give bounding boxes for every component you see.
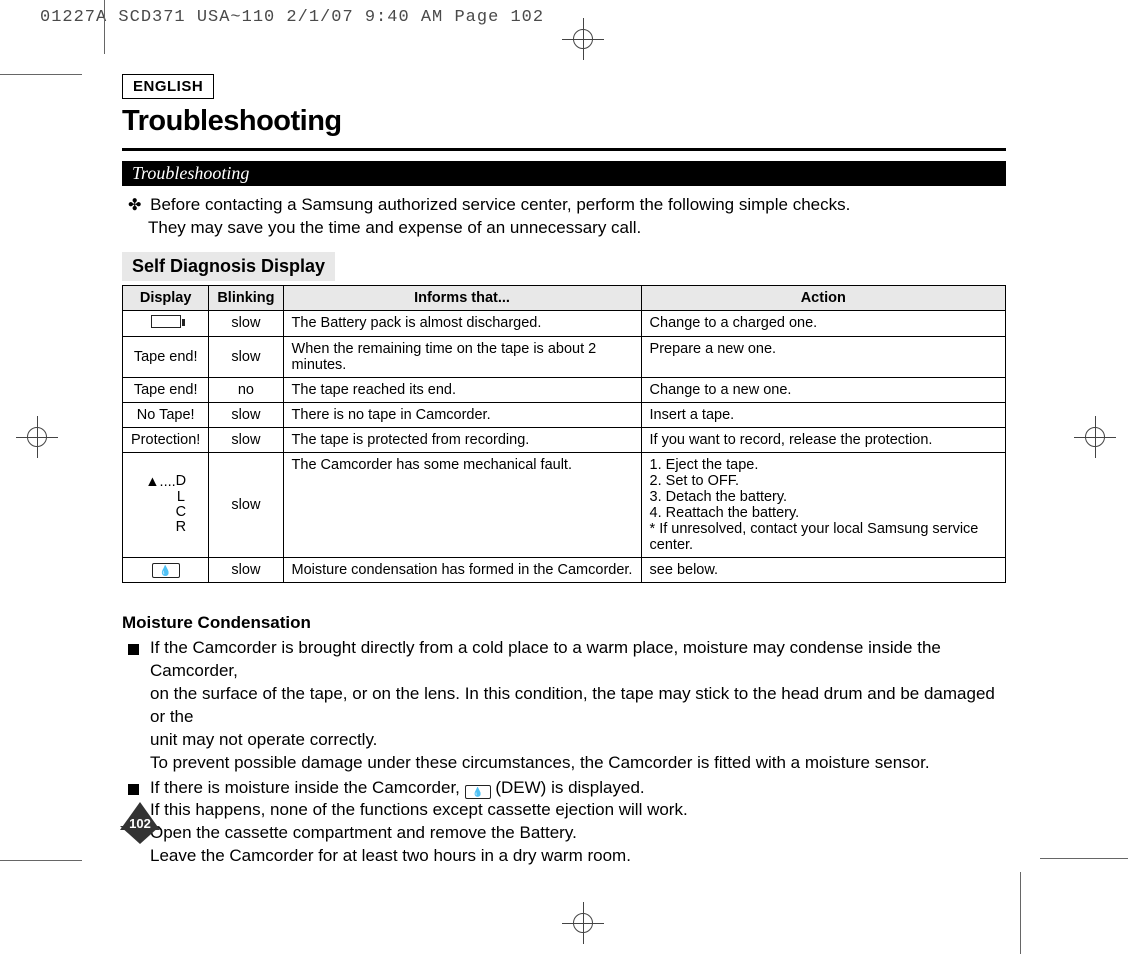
display-cell: No Tape! bbox=[123, 402, 209, 427]
action-cell: Insert a tape. bbox=[641, 402, 1005, 427]
action-cell: see below. bbox=[641, 557, 1005, 582]
table-row: slow The Battery pack is almost discharg… bbox=[123, 310, 1006, 336]
square-bullet-icon bbox=[128, 644, 139, 655]
page-number: 102 bbox=[118, 816, 162, 831]
registration-mark-top bbox=[562, 18, 604, 60]
blink-cell: slow bbox=[209, 310, 283, 336]
mc-line: on the surface of the tape, or on the le… bbox=[150, 684, 995, 726]
informs-cell: The Battery pack is almost discharged. bbox=[283, 310, 641, 336]
table-row: ▲.... D L C R slow The Camcorder has som… bbox=[123, 452, 1006, 557]
col-informs: Informs that... bbox=[283, 285, 641, 310]
mc-line: unit may not operate correctly. bbox=[150, 730, 377, 749]
dlcr-c: C bbox=[176, 505, 186, 520]
moisture-heading: Moisture Condensation bbox=[122, 613, 1012, 633]
col-display: Display bbox=[123, 285, 209, 310]
intro-text: ✤ Before contacting a Samsung authorized… bbox=[128, 194, 1012, 240]
informs-cell: The tape is protected from recording. bbox=[283, 427, 641, 452]
action-cell: 1. Eject the tape. 2. Set to OFF. 3. Det… bbox=[641, 452, 1005, 557]
blink-cell: slow bbox=[209, 336, 283, 377]
dlcr-l: L bbox=[176, 490, 186, 505]
col-blinking: Blinking bbox=[209, 285, 283, 310]
page-number-badge: 102 bbox=[118, 800, 162, 844]
crop-mark bbox=[1020, 872, 1021, 954]
section-header-bar: Troubleshooting bbox=[122, 161, 1006, 186]
informs-cell: The Camcorder has some mechanical fault. bbox=[283, 452, 641, 557]
display-cell: Tape end! bbox=[123, 377, 209, 402]
page-content: ENGLISH Troubleshooting Troubleshooting … bbox=[122, 74, 1012, 870]
informs-cell: When the remaining time on the tape is a… bbox=[283, 336, 641, 377]
table-row: Tape end! no The tape reached its end. C… bbox=[123, 377, 1006, 402]
table-subheading: Self Diagnosis Display bbox=[122, 252, 335, 281]
informs-cell: There is no tape in Camcorder. bbox=[283, 402, 641, 427]
square-bullet-icon bbox=[128, 784, 139, 795]
intro-line-1: Before contacting a Samsung authorized s… bbox=[150, 195, 850, 214]
mc-line: To prevent possible damage under these c… bbox=[150, 753, 930, 772]
mc-line: If this happens, none of the functions e… bbox=[150, 800, 688, 819]
action-cell: Change to a new one. bbox=[641, 377, 1005, 402]
crop-mark bbox=[104, 0, 105, 54]
mc-line: Open the cassette compartment and remove… bbox=[150, 823, 577, 842]
mc-line: Leave the Camcorder for at least two hou… bbox=[150, 846, 631, 865]
table-row: Protection! slow The tape is protected f… bbox=[123, 427, 1006, 452]
table-header-row: Display Blinking Informs that... Action bbox=[123, 285, 1006, 310]
bullet-item: If the Camcorder is brought directly fro… bbox=[128, 637, 1012, 775]
display-cell: Protection! bbox=[123, 427, 209, 452]
language-badge: ENGLISH bbox=[122, 74, 214, 99]
bullet-text: If there is moisture inside the Camcorde… bbox=[150, 777, 688, 869]
mc-line: If there is moisture inside the Camcorde… bbox=[150, 778, 645, 797]
crop-mark bbox=[0, 74, 82, 75]
blink-cell: no bbox=[209, 377, 283, 402]
registration-mark-right bbox=[1074, 416, 1116, 458]
crop-mark bbox=[0, 860, 82, 861]
mc-line: If the Camcorder is brought directly fro… bbox=[150, 638, 941, 680]
action-cell: Change to a charged one. bbox=[641, 310, 1005, 336]
table-row: No Tape! slow There is no tape in Camcor… bbox=[123, 402, 1006, 427]
crop-mark bbox=[1040, 858, 1128, 859]
action-cell: Prepare a new one. bbox=[641, 336, 1005, 377]
col-action: Action bbox=[641, 285, 1005, 310]
page-title: Troubleshooting bbox=[122, 105, 1012, 138]
registration-mark-left bbox=[16, 416, 58, 458]
bullet-text: If the Camcorder is brought directly fro… bbox=[150, 637, 1012, 775]
bullet-item: If there is moisture inside the Camcorde… bbox=[128, 777, 1012, 869]
dlcr-r: R bbox=[176, 520, 186, 535]
blink-cell: slow bbox=[209, 402, 283, 427]
dew-inline-icon bbox=[465, 785, 491, 799]
display-cell-dlcr: ▲.... D L C R bbox=[123, 452, 209, 557]
blink-cell: slow bbox=[209, 427, 283, 452]
table-row: slow Moisture condensation has formed in… bbox=[123, 557, 1006, 582]
print-header: 01227A SCD371 USA~110 2/1/07 9:40 AM Pag… bbox=[40, 8, 544, 27]
informs-cell: Moisture condensation has formed in the … bbox=[283, 557, 641, 582]
blink-cell: slow bbox=[209, 452, 283, 557]
moisture-icon bbox=[152, 563, 180, 578]
battery-icon bbox=[151, 315, 181, 328]
table-row: Tape end! slow When the remaining time o… bbox=[123, 336, 1006, 377]
diagnosis-table: Display Blinking Informs that... Action … bbox=[122, 285, 1006, 583]
action-cell: If you want to record, release the prote… bbox=[641, 427, 1005, 452]
intro-line-2: They may save you the time and expense o… bbox=[148, 217, 641, 240]
informs-cell: The tape reached its end. bbox=[283, 377, 641, 402]
registration-mark-bottom bbox=[562, 902, 604, 944]
bullet-cross-icon: ✤ bbox=[128, 197, 141, 214]
horizontal-rule bbox=[122, 148, 1006, 151]
display-cell: Tape end! bbox=[123, 336, 209, 377]
eject-icon: ▲.... bbox=[145, 474, 175, 490]
blink-cell: slow bbox=[209, 557, 283, 582]
dlcr-d: D bbox=[176, 474, 186, 489]
